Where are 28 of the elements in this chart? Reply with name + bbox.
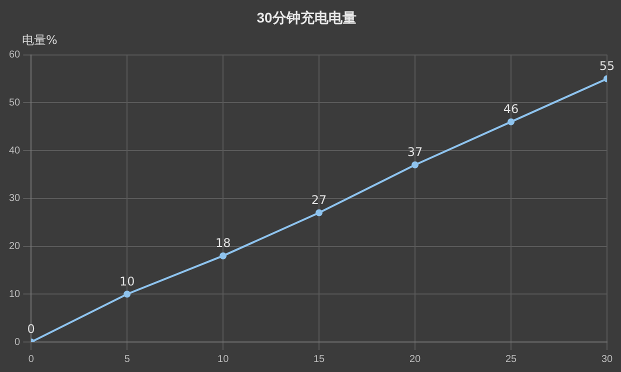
y-tick-label: 0 [14, 336, 21, 348]
x-tick-label: 20 [409, 354, 422, 365]
y-axis-title: 电量% [22, 32, 58, 49]
point [220, 252, 227, 260]
point [124, 290, 131, 298]
data-label: 46 [503, 102, 519, 116]
y-tick-label: 30 [9, 193, 21, 204]
y-tick-label: 10 [9, 288, 21, 300]
data-label: 37 [407, 145, 423, 160]
x-tick-label: 0 [28, 354, 34, 365]
data-label: 10 [119, 274, 135, 288]
y-tick-label: 50 [9, 97, 21, 108]
chart-title: 30分钟充电电量 [256, 9, 356, 26]
y-tick-label: 40 [9, 145, 21, 156]
x-tick-label: 5 [124, 354, 130, 365]
x-tick-label: 30 [601, 354, 613, 365]
point [412, 161, 419, 168]
data-label: 55 [599, 58, 615, 73]
data-label: 18 [215, 236, 231, 250]
point [508, 118, 515, 126]
y-tick-label: 20 [9, 241, 21, 252]
x-tick-label: 25 [505, 354, 518, 365]
y-tick-label: 60 [9, 50, 21, 61]
data-label: 27 [311, 192, 327, 207]
x-tick-label: 10 [218, 354, 230, 365]
data-label: 0 [27, 322, 35, 336]
point [316, 209, 323, 216]
x-tick-label: 15 [314, 354, 326, 365]
